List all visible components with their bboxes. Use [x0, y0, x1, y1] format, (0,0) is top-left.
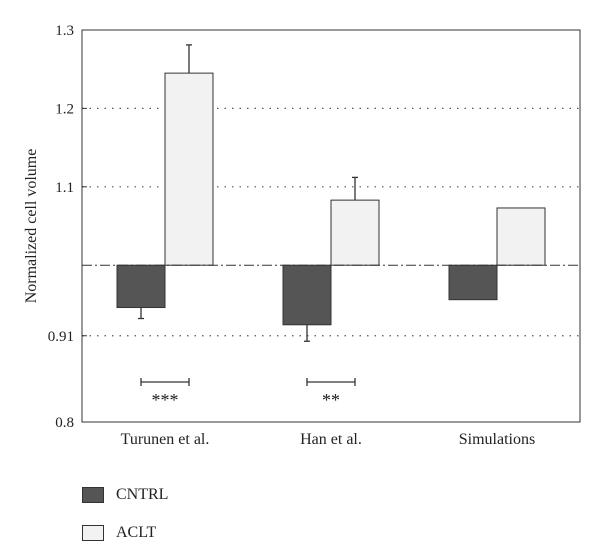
y-axis-ticks: 0.8 0.91 1.1 1.2 1.3: [48, 23, 87, 431]
error-bars: [138, 44, 358, 342]
y-axis-label: Normalized cell volume: [23, 149, 40, 304]
category-label-1: Han et al.: [300, 431, 362, 448]
y-tick-label-1: 0.91: [48, 329, 74, 345]
x-axis-categories: Turunen et al. Han et al. Simulations: [121, 431, 536, 448]
bar-aclt-0: [164, 72, 214, 266]
significance-label-0: ***: [152, 390, 179, 410]
significance-label-1: **: [322, 390, 340, 410]
legend-label-aclt: ACLT: [116, 524, 157, 541]
y-tick-label-3: 1.2: [55, 101, 74, 117]
legend-swatch-aclt: [82, 525, 104, 541]
legend-swatch-cntrl: [82, 487, 104, 503]
legend-item-aclt: ACLT: [82, 522, 168, 544]
y-tick-label-0: 0.8: [55, 415, 74, 431]
legend-item-cntrl: CNTRL: [82, 484, 168, 506]
bars: [116, 72, 546, 326]
y-tick-label-4: 1.3: [55, 23, 74, 39]
legend: CNTRL ACLT: [82, 484, 168, 560]
legend-label-cntrl: CNTRL: [116, 486, 169, 503]
bar-cntrl-1: [282, 264, 332, 326]
y-tick-label-2: 1.1: [55, 180, 74, 196]
bar-chart: 0.8 0.91 1.1 1.2 1.3 Turunen et al. Han et al…: [23, 23, 581, 448]
category-label-0: Turunen et al.: [121, 431, 210, 448]
bar-cntrl-2: [448, 264, 498, 301]
plot-frame: [81, 29, 581, 423]
bar-aclt-1: [330, 199, 380, 266]
bar-aclt-2: [496, 207, 546, 266]
significance-markers: *** **: [140, 378, 356, 410]
category-label-2: Simulations: [459, 431, 535, 448]
bar-cntrl-0: [116, 264, 166, 309]
